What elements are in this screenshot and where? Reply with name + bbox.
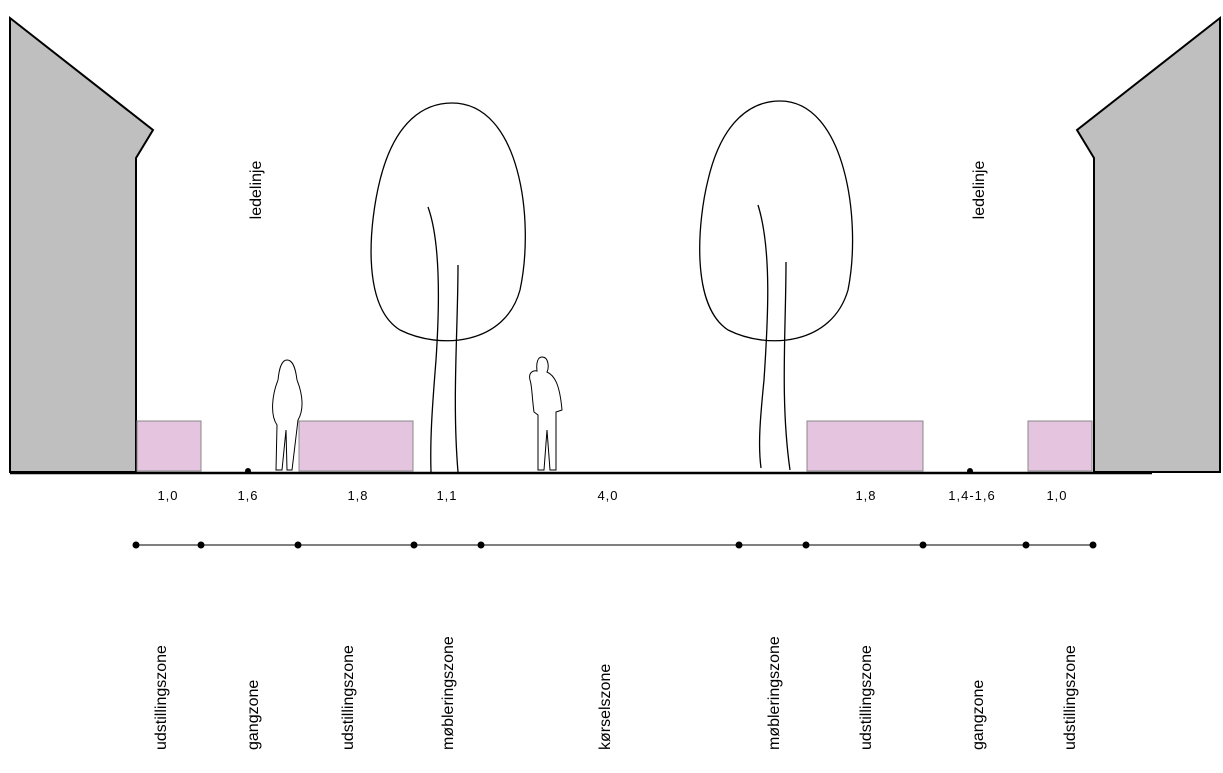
zone-dot <box>410 541 418 549</box>
display-box <box>298 420 414 472</box>
zone-label: udstillingszone <box>858 645 875 750</box>
zone-dot <box>735 541 743 549</box>
people <box>272 356 563 471</box>
trees <box>370 100 854 473</box>
tree-trunk <box>427 206 440 473</box>
dimension: 1,8 <box>855 488 876 503</box>
zone-label: møbleringszone <box>440 636 457 750</box>
guide-point <box>967 468 973 474</box>
tree-trunk <box>757 204 769 469</box>
zone-label: udstillingszone <box>340 645 357 750</box>
zone-dot <box>802 541 810 549</box>
zone-label: gangzone <box>245 680 262 750</box>
dimension: 1,6 <box>237 488 258 503</box>
pedestrian <box>529 356 563 471</box>
guide-label: ledelinje <box>971 161 988 220</box>
zone-label: udstillingszone <box>1062 645 1079 750</box>
dimension: 1,4-1,6 <box>948 488 995 503</box>
guide-label: ledelinje <box>248 161 265 220</box>
zone-dot <box>919 541 927 549</box>
dimensions: 1,0 1,6 1,8 1,1 4,0 1,8 1,4-1,6 1,0 <box>157 488 1067 503</box>
zone-label: gangzone <box>970 680 987 750</box>
dimension: 4,0 <box>597 488 618 503</box>
zone-dots <box>132 541 1097 549</box>
display-boxes <box>136 420 1093 472</box>
building-right <box>1075 15 1221 473</box>
zone-label: udstillingszone <box>153 645 170 750</box>
dimension: 1,8 <box>347 488 368 503</box>
tree-crown <box>699 100 854 342</box>
pedestrian <box>272 359 303 471</box>
tree-trunk <box>454 264 459 473</box>
display-box <box>1027 420 1093 472</box>
guide-point <box>245 468 251 474</box>
zone-label: møbleringszone <box>766 636 783 750</box>
zone-dot <box>1089 541 1097 549</box>
zone-labels: udstillingszone gangzone udstillingszone… <box>153 636 1079 750</box>
zone-label: kørselszone <box>597 664 614 750</box>
display-box <box>806 420 924 472</box>
dimension: 1,1 <box>436 488 457 503</box>
building-left <box>9 15 155 473</box>
tree-crown <box>370 102 526 342</box>
tree-trunk <box>783 261 791 471</box>
zone-dot <box>132 541 140 549</box>
zone-dot <box>477 541 485 549</box>
dimension: 1,0 <box>157 488 178 503</box>
zone-dot <box>1022 541 1030 549</box>
dimension: 1,0 <box>1046 488 1067 503</box>
zone-dot <box>294 541 302 549</box>
zone-dot <box>197 541 205 549</box>
display-box <box>136 420 202 472</box>
